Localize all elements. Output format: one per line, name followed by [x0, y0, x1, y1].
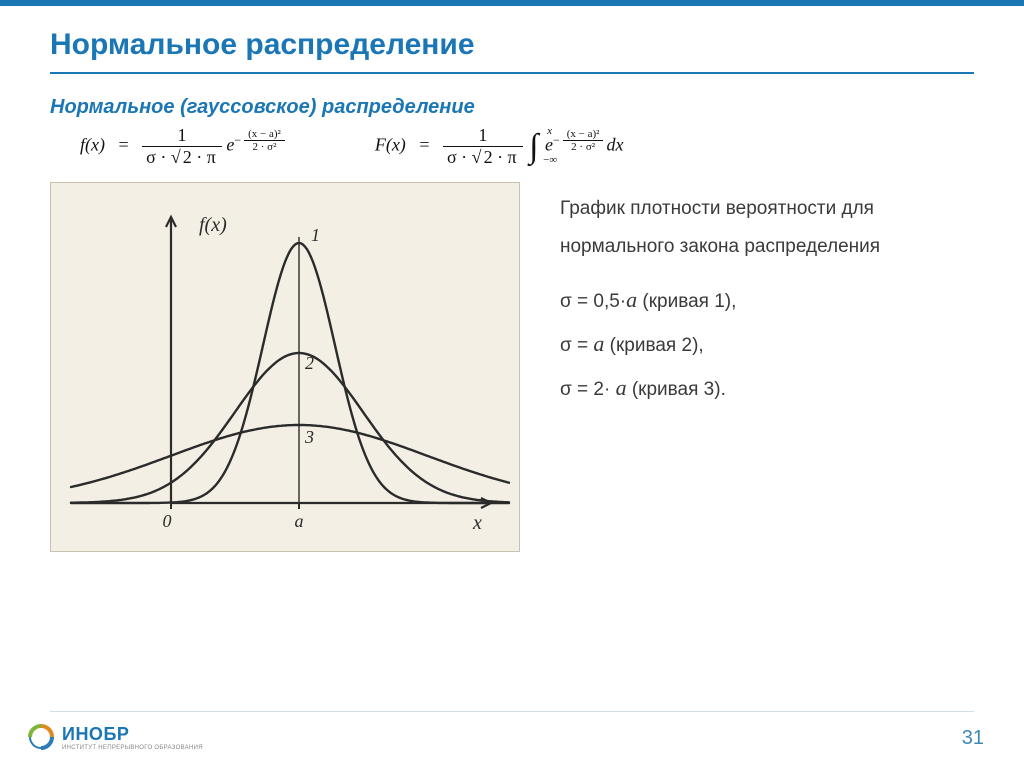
page-number: 31 — [962, 727, 984, 750]
desc-line-2: σ = a (кривая 2), — [560, 322, 974, 366]
logo: ИНОБР ИНСТИТУТ НЕПРЕРЫВНОГО ОБРАЗОВАНИЯ — [24, 720, 203, 754]
svg-text:3: 3 — [304, 427, 314, 447]
footer-divider — [50, 711, 974, 712]
svg-text:a: a — [295, 511, 304, 531]
pdf-coeff: 1 σ · √2 · π — [142, 125, 222, 168]
cdf-formula: F(x) = 1 σ · √2 · π x ∫ −∞ e− (x − a)² 2… — [375, 125, 624, 168]
logo-subtext: ИНСТИТУТ НЕПРЕРЫВНОГО ОБРАЗОВАНИЯ — [62, 745, 203, 751]
svg-text:0: 0 — [163, 511, 172, 531]
chart-description: График плотности вероятности для нормаль… — [560, 182, 974, 410]
svg-text:1: 1 — [311, 225, 320, 245]
logo-icon — [24, 720, 58, 754]
cdf-exponent: − (x − a)² 2 · σ² — [553, 133, 607, 147]
desc-line-3: σ = 2· a (кривая 3). — [560, 366, 974, 410]
pdf-exponent: − (x − a)² 2 · σ² — [234, 133, 285, 147]
desc-line-1: σ = 0,5·a (кривая 1), — [560, 278, 974, 322]
pdf-formula: f(x) = 1 σ · √2 · π e− (x − a)² 2 · σ² — [80, 125, 285, 168]
formula-row: f(x) = 1 σ · √2 · π e− (x − a)² 2 · σ² F… — [80, 125, 974, 168]
density-chart: f(x) x 0 a 1 2 3 — [50, 182, 520, 552]
logo-text: ИНОБР — [62, 724, 129, 744]
cdf-coeff: 1 σ · √2 · π — [443, 125, 523, 168]
pdf-label: f(x) — [80, 135, 105, 155]
desc-intro: График плотности вероятности для нормаль… — [560, 190, 974, 266]
chart-svg: f(x) x 0 a 1 2 3 — [51, 183, 521, 553]
cdf-label: F(x) — [375, 135, 406, 155]
subtitle: Нормальное (гауссовское) распределение — [50, 96, 974, 119]
integral: x ∫ −∞ — [529, 135, 538, 159]
svg-text:2: 2 — [305, 353, 314, 373]
svg-text:f(x): f(x) — [199, 214, 227, 236]
svg-text:x: x — [472, 512, 482, 534]
page-title: Нормальное распределение — [50, 6, 974, 74]
